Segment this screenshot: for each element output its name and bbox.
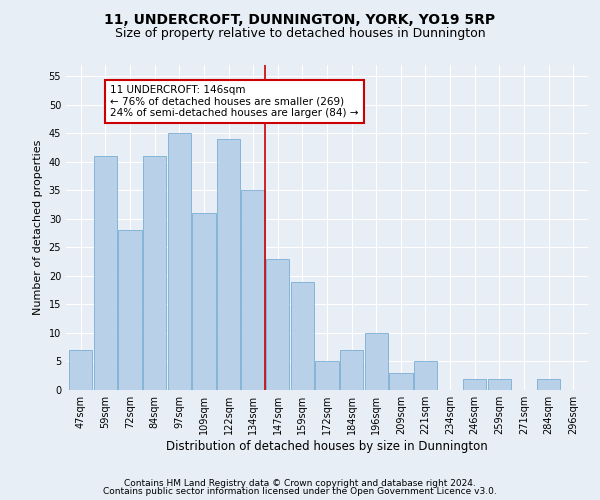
Bar — [94, 156, 117, 390]
Bar — [192, 213, 215, 390]
Bar — [167, 134, 191, 390]
Text: Contains public sector information licensed under the Open Government Licence v3: Contains public sector information licen… — [103, 487, 497, 496]
Bar — [365, 333, 388, 390]
Bar — [69, 350, 92, 390]
Text: 11, UNDERCROFT, DUNNINGTON, YORK, YO19 5RP: 11, UNDERCROFT, DUNNINGTON, YORK, YO19 5… — [104, 12, 496, 26]
Text: Contains HM Land Registry data © Crown copyright and database right 2024.: Contains HM Land Registry data © Crown c… — [124, 478, 476, 488]
Bar — [340, 350, 364, 390]
Bar — [290, 282, 314, 390]
Text: 11 UNDERCROFT: 146sqm
← 76% of detached houses are smaller (269)
24% of semi-det: 11 UNDERCROFT: 146sqm ← 76% of detached … — [110, 85, 359, 118]
Bar — [488, 378, 511, 390]
Bar — [414, 362, 437, 390]
Bar — [118, 230, 142, 390]
X-axis label: Distribution of detached houses by size in Dunnington: Distribution of detached houses by size … — [166, 440, 488, 453]
Text: Size of property relative to detached houses in Dunnington: Size of property relative to detached ho… — [115, 28, 485, 40]
Bar — [463, 378, 487, 390]
Y-axis label: Number of detached properties: Number of detached properties — [33, 140, 43, 315]
Bar — [316, 362, 338, 390]
Bar — [217, 139, 240, 390]
Bar — [266, 259, 289, 390]
Bar — [537, 378, 560, 390]
Bar — [143, 156, 166, 390]
Bar — [389, 373, 413, 390]
Bar — [241, 190, 265, 390]
